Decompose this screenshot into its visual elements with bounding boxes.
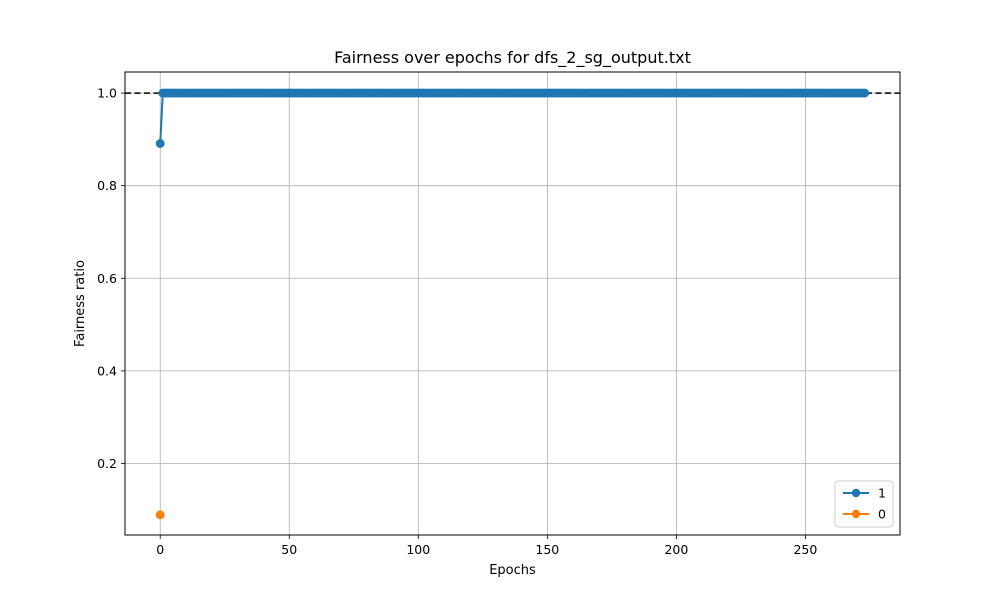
x-tick-label: 0 — [156, 542, 164, 557]
y-tick-label: 1.0 — [97, 86, 117, 101]
legend: 10 — [834, 480, 894, 528]
legend-label: 0 — [878, 507, 886, 522]
data-point — [860, 88, 870, 98]
chart-title: Fairness over epochs for dfs_2_sg_output… — [334, 48, 691, 68]
legend-marker — [851, 509, 861, 519]
data-point — [155, 510, 165, 520]
y-tick-label: 0.6 — [97, 271, 117, 286]
series-0 — [155, 510, 165, 520]
series-1 — [155, 88, 870, 148]
x-tick-label: 150 — [535, 542, 559, 557]
series-group — [155, 88, 870, 520]
y-axis-ticks: 0.2 0.4 0.6 0.8 1.0 — [97, 86, 125, 471]
y-tick-label: 0.4 — [97, 363, 117, 378]
x-tick-label: 250 — [793, 542, 817, 557]
x-tick-label: 50 — [281, 542, 297, 557]
plot-frame — [124, 71, 901, 536]
x-tick-label: 100 — [406, 542, 430, 557]
x-axis-ticks: 0 50 100 150 200 250 — [156, 535, 817, 557]
x-tick-label: 200 — [664, 542, 688, 557]
x-axis-label: Epochs — [489, 563, 536, 578]
data-point — [155, 139, 165, 148]
y-tick-label: 0.2 — [97, 456, 117, 471]
y-tick-label: 0.8 — [97, 178, 117, 193]
legend-label: 1 — [878, 486, 886, 501]
y-axis-label: Fairness ratio — [73, 260, 88, 347]
legend-marker — [851, 488, 861, 498]
